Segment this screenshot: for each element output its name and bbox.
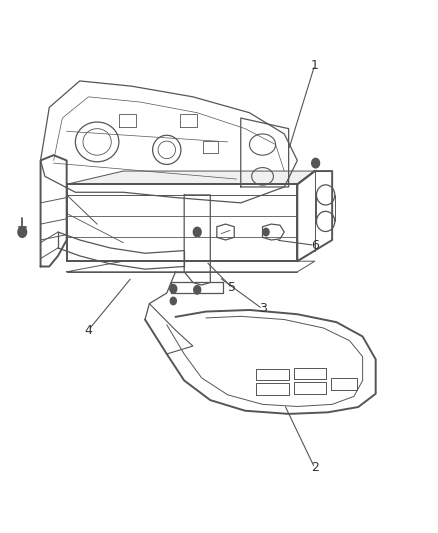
Text: 6: 6 xyxy=(311,239,319,252)
Text: 2: 2 xyxy=(311,462,319,474)
Circle shape xyxy=(18,227,27,237)
Text: 1: 1 xyxy=(311,59,319,71)
Circle shape xyxy=(194,286,201,294)
Circle shape xyxy=(170,285,177,293)
Circle shape xyxy=(170,297,177,305)
Text: 3: 3 xyxy=(258,302,266,316)
Circle shape xyxy=(193,227,201,237)
Polygon shape xyxy=(67,171,315,184)
Text: 5: 5 xyxy=(228,281,236,294)
Circle shape xyxy=(312,158,320,168)
Circle shape xyxy=(263,228,269,236)
Text: 4: 4 xyxy=(85,324,92,337)
